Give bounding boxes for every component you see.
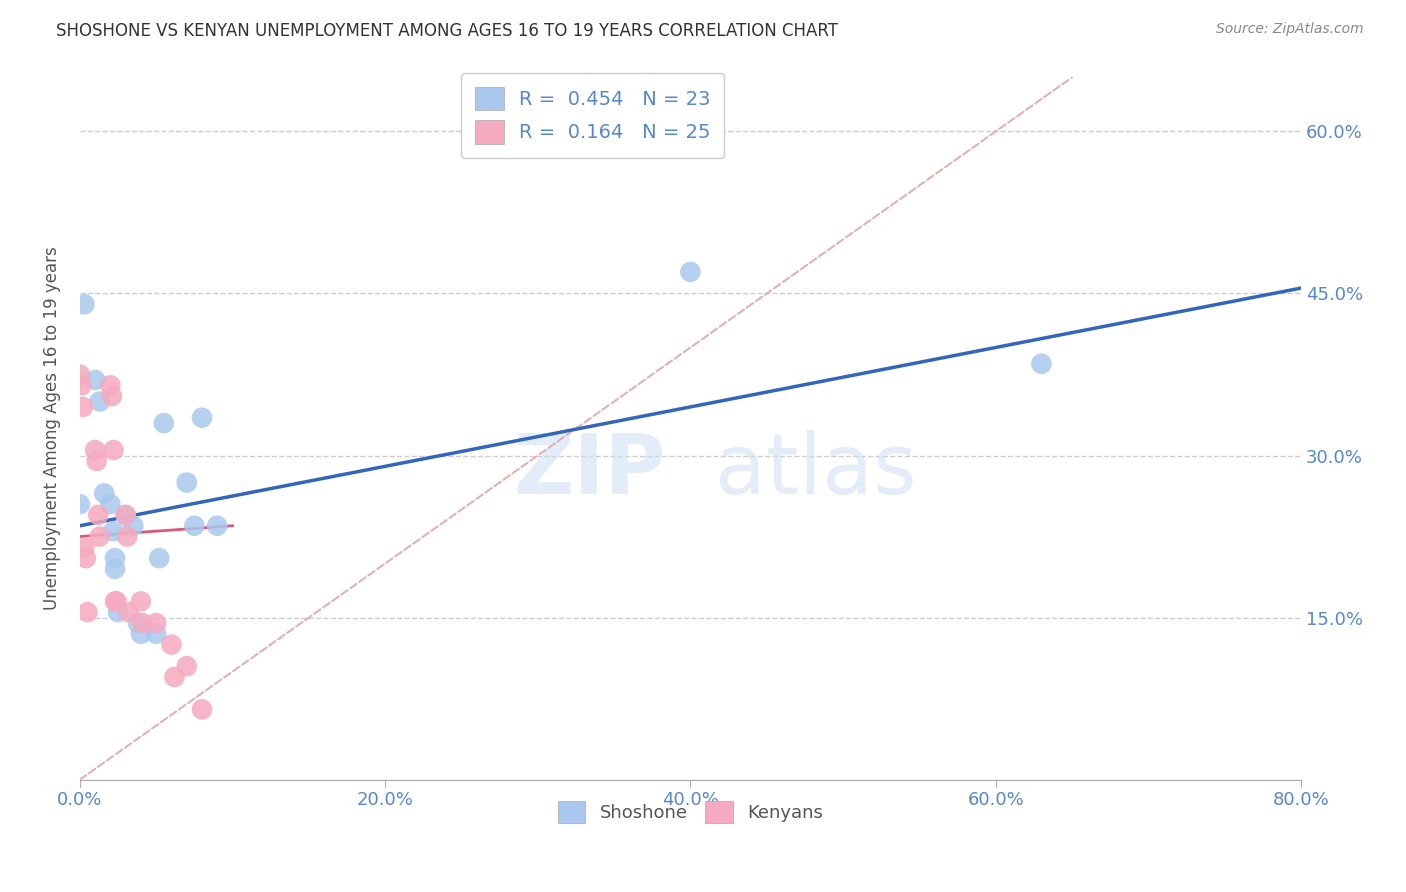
Point [69,497,91,511]
Point [105,594,128,608]
Point [86,454,108,468]
Point [75,551,97,566]
Point [176,475,198,490]
Point [127,615,149,630]
Text: Source: ZipAtlas.com: Source: ZipAtlas.com [1216,22,1364,37]
Text: SHOSHONE VS KENYAN UNEMPLOYMENT AMONG AGES 16 TO 19 YEARS CORRELATION CHART: SHOSHONE VS KENYAN UNEMPLOYMENT AMONG AG… [56,22,838,40]
Point [84,443,107,458]
Point [69,368,91,382]
Point [131,615,153,630]
Point [160,638,183,652]
Point [100,378,122,392]
Point [103,524,125,538]
Point [114,508,136,522]
Legend: Shoshone, Kenyans: Shoshone, Kenyans [547,790,834,834]
Point [191,410,214,425]
Point [84,373,107,387]
Point [1031,357,1053,371]
Point [207,518,229,533]
Point [679,265,702,279]
Point [118,605,141,619]
Point [100,497,122,511]
Point [145,627,167,641]
Point [129,594,152,608]
Point [103,443,125,458]
Point [104,594,127,608]
Point [153,416,176,430]
Point [115,530,138,544]
Point [183,518,205,533]
Point [191,702,214,716]
Point [129,627,152,641]
Point [73,541,96,555]
Point [89,394,111,409]
Point [87,508,110,522]
Point [122,518,145,533]
Point [72,400,94,414]
Text: atlas: atlas [714,430,917,511]
Point [70,378,93,392]
Point [114,508,136,522]
Point [145,615,167,630]
Text: ZIP: ZIP [513,430,666,511]
Point [107,605,129,619]
Point [76,605,98,619]
Point [89,530,111,544]
Point [104,551,127,566]
Point [148,551,170,566]
Y-axis label: Unemployment Among Ages 16 to 19 years: Unemployment Among Ages 16 to 19 years [44,247,60,610]
Point [176,659,198,673]
Point [101,389,124,403]
Point [93,486,115,500]
Point [73,297,96,311]
Point [163,670,186,684]
Point [104,562,127,576]
